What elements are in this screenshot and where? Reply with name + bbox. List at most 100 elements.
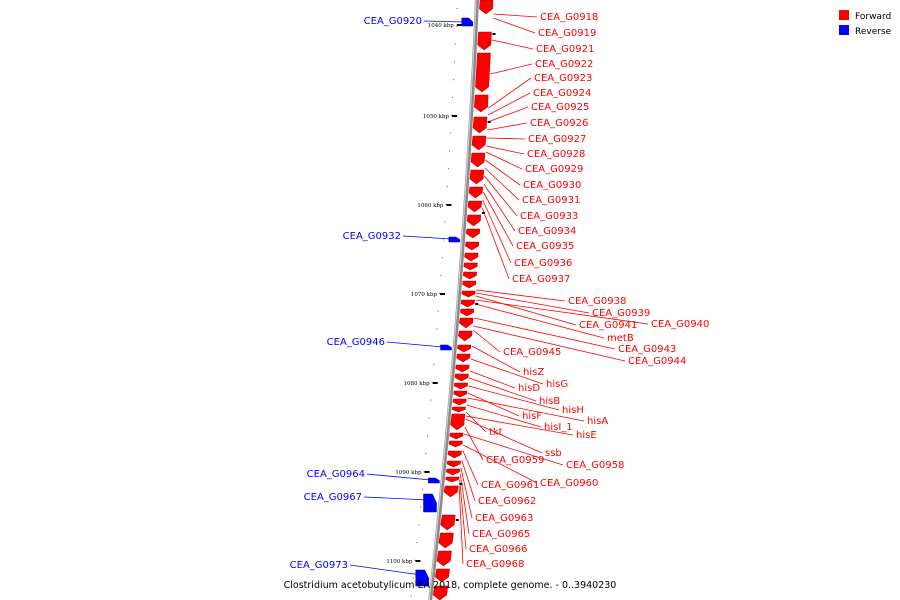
gene-label-cea-g0967[interactable]: CEA_G0967 (304, 492, 362, 503)
gene-leader-line (466, 404, 542, 428)
gene-label-cea-g0918[interactable]: CEA_G0918 (540, 12, 598, 23)
gene-label-cea-g0926[interactable]: CEA_G0926 (530, 118, 588, 129)
gene-label-cea-g0928[interactable]: CEA_G0928 (527, 149, 585, 160)
minor-tick (451, 114, 453, 116)
gene-label-cea-g0941[interactable]: CEA_G0941 (579, 320, 637, 331)
forward-gene-block (465, 228, 481, 239)
gene-label-tkt[interactable]: tkt (489, 427, 503, 438)
minor-tick (450, 132, 452, 134)
gene-leader-line (476, 292, 590, 314)
forward-gene-block (474, 94, 489, 113)
gene-leader-line (475, 295, 577, 326)
gene-label-hisf[interactable]: hisF (522, 411, 542, 422)
gene-label-cea-g0936[interactable]: CEA_G0936 (514, 258, 572, 269)
gene-label-hish[interactable]: hisH (562, 405, 584, 416)
forward-gene-block (461, 290, 476, 298)
reverse-gene-block (428, 477, 440, 484)
gene-leader-line (473, 325, 626, 362)
gene-leader-line (482, 191, 514, 247)
gene-label-hisd[interactable]: hisD (518, 383, 540, 394)
gene-label-cea-g0960[interactable]: CEA_G0960 (540, 478, 598, 489)
gene-label-cea-g0925[interactable]: CEA_G0925 (531, 102, 589, 113)
reverse-gene-block (461, 17, 474, 27)
gene-leader-line (467, 392, 520, 417)
gene-label-cea-g0958[interactable]: CEA_G0958 (566, 460, 624, 471)
forward-gene-block (440, 514, 456, 531)
gene-label-cea-g0965[interactable]: CEA_G0965 (472, 529, 530, 540)
gene-label-hisi-1[interactable]: hisI_1 (544, 422, 573, 433)
gene-label-ssb[interactable]: ssb (545, 448, 562, 459)
gene-label-cea-g0932[interactable]: CEA_G0932 (343, 231, 401, 242)
gene-label-cea-g0963[interactable]: CEA_G0963 (475, 513, 533, 524)
gene-label-cea-g0939[interactable]: CEA_G0939 (592, 308, 650, 319)
gene-label-cea-g0922[interactable]: CEA_G0922 (535, 59, 593, 70)
gene-label-cea-g0940[interactable]: CEA_G0940 (651, 319, 709, 330)
gene-label-cea-g0931[interactable]: CEA_G0931 (522, 195, 580, 206)
minor-tick (420, 506, 422, 508)
gene-label-cea-g0946[interactable]: CEA_G0946 (327, 337, 385, 348)
gene-label-cea-g0919[interactable]: CEA_G0919 (538, 28, 596, 39)
gene-leader-line (460, 467, 473, 519)
reverse-gene-block (415, 569, 429, 587)
tick-mark (432, 382, 438, 384)
gene-label-cea-g0933[interactable]: CEA_G0933 (520, 211, 578, 222)
gene-label-cea-g0929[interactable]: CEA_G0929 (525, 164, 583, 175)
forward-gene-block (450, 413, 466, 431)
forward-gene-block (432, 585, 448, 600)
gene-label-cea-g0937[interactable]: CEA_G0937 (512, 274, 570, 285)
gene-label-hise[interactable]: hisE (576, 430, 597, 441)
gene-label-metb[interactable]: metB (607, 333, 634, 344)
gene-leader-line (481, 207, 510, 280)
minor-tick (412, 577, 414, 579)
forward-gene-block (472, 116, 488, 134)
forward-gene-block (462, 280, 477, 289)
gene-label-cea-g0938[interactable]: CEA_G0938 (568, 296, 626, 307)
gene-label-hisa[interactable]: hisA (587, 416, 608, 427)
forward-gene-block (466, 214, 482, 227)
gene-label-cea-g0973[interactable]: CEA_G0973 (290, 560, 348, 571)
gene-label-cea-g0944[interactable]: CEA_G0944 (628, 356, 686, 367)
reverse-gene-block (448, 236, 461, 243)
minor-tick (430, 399, 432, 401)
forward-gene-block (448, 440, 463, 448)
gene-leader-line (493, 13, 538, 18)
gene-label-cea-g0945[interactable]: CEA_G0945 (503, 347, 561, 358)
gene-label-cea-g0930[interactable]: CEA_G0930 (523, 180, 581, 191)
gene-label-cea-g0923[interactable]: CEA_G0923 (534, 73, 592, 84)
tick-label: 1070 kbp (411, 292, 438, 298)
gene-label-cea-g0964[interactable]: CEA_G0964 (307, 469, 365, 480)
minor-tick (416, 542, 418, 543)
gene-label-cea-g0968[interactable]: CEA_G0968 (466, 559, 524, 570)
gene-leader-line (468, 377, 537, 402)
forward-gene-block (465, 241, 480, 251)
forward-gene-block (463, 262, 478, 271)
minor-tick (431, 381, 433, 383)
gene-leader-line (462, 449, 479, 486)
forward-gene-block (452, 398, 467, 406)
gene-leader-line (464, 426, 484, 461)
gene-label-cea-g0961[interactable]: CEA_G0961 (481, 480, 539, 491)
gene-leader-line (485, 159, 521, 186)
gene-label-cea-g0920[interactable]: CEA_G0920 (364, 16, 422, 27)
gene-leader-line (492, 39, 534, 50)
gene-label-cea-g0927[interactable]: CEA_G0927 (528, 134, 586, 145)
gene-label-hisb[interactable]: hisB (539, 396, 560, 407)
gene-label-cea-g0959[interactable]: CEA_G0959 (486, 455, 544, 466)
gene-label-hisz[interactable]: hisZ (523, 367, 544, 378)
gene-label-hisg[interactable]: hisG (546, 379, 568, 390)
gene-label-cea-g0924[interactable]: CEA_G0924 (533, 88, 591, 99)
gene-leader-line (487, 106, 529, 123)
gene-label-cea-g0966[interactable]: CEA_G0966 (469, 544, 527, 555)
gene-leader-line (349, 564, 421, 576)
gene-label-cea-g0934[interactable]: CEA_G0934 (518, 226, 576, 237)
tick-label: 1080 kbp (404, 381, 431, 387)
gene-label-cea-g0935[interactable]: CEA_G0935 (516, 241, 574, 252)
gene-label-cea-g0943[interactable]: CEA_G0943 (618, 344, 676, 355)
gene-leader-line (363, 496, 429, 501)
gene-label-cea-g0962[interactable]: CEA_G0962 (478, 496, 536, 507)
forward-gene-block (453, 382, 468, 390)
forward-gene-block (460, 299, 475, 308)
minor-tick (428, 417, 430, 419)
forward-gene-block (443, 485, 459, 498)
gene-label-cea-g0921[interactable]: CEA_G0921 (536, 44, 594, 55)
